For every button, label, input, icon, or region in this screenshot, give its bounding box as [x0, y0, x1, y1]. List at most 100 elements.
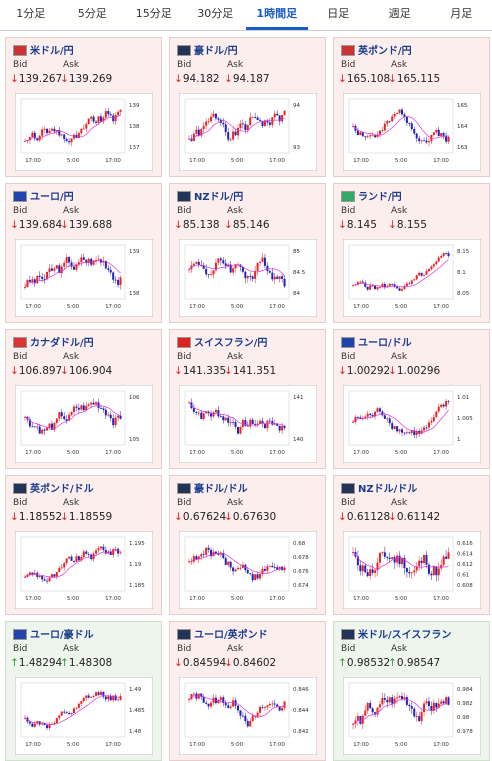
pair-name[interactable]: ランド/円	[358, 188, 402, 203]
candle-body	[249, 276, 251, 277]
candle-body	[107, 415, 109, 416]
bid-label: Bid	[13, 60, 27, 70]
candle-body	[379, 408, 381, 411]
candle-body	[230, 562, 232, 568]
candle-body	[78, 556, 80, 560]
ask-label: Ask	[227, 60, 243, 70]
pair-name[interactable]: 米ドル/スイスフラン	[358, 626, 451, 641]
candle-body	[227, 705, 229, 708]
candle-body	[195, 262, 197, 264]
candle-body	[217, 259, 219, 263]
candle-body	[36, 139, 38, 141]
candle-body	[225, 703, 227, 705]
candle-body	[259, 707, 261, 713]
candle-body	[244, 716, 246, 721]
candle-body	[249, 420, 251, 427]
pair-name[interactable]: ユーロ/ドル	[358, 334, 412, 349]
pair-name[interactable]: ユーロ/英ポンド	[194, 626, 268, 641]
candle-body	[411, 706, 413, 708]
pair-name[interactable]: ユーロ/円	[30, 188, 74, 203]
candle-body	[195, 130, 197, 134]
candle-body	[213, 270, 215, 274]
candle-body	[242, 123, 244, 124]
candle-body	[208, 548, 210, 550]
candle-body	[274, 277, 276, 280]
candle-body	[401, 289, 403, 291]
tab[interactable]: 30分足	[185, 0, 247, 30]
candle-body	[408, 705, 410, 706]
bid-value: ↓1.00292	[338, 365, 390, 377]
x-tick-label: 5:00	[67, 450, 80, 456]
candle-body	[85, 124, 87, 129]
y-tick-label: 0.68	[293, 541, 306, 547]
pair-name[interactable]: 米ドル/円	[30, 42, 74, 57]
pair-name[interactable]: ユーロ/豪ドル	[30, 626, 94, 641]
candle-body	[80, 129, 82, 133]
pair-name[interactable]: 豪ドル/円	[194, 42, 238, 57]
bid-label: Bid	[341, 644, 355, 654]
candle-body	[205, 122, 207, 126]
tab[interactable]: 日足	[308, 0, 370, 30]
candle-body	[237, 706, 239, 711]
candle-body	[31, 133, 33, 137]
tab[interactable]: 1時間足	[246, 0, 308, 30]
bid-value: ↓0.61128	[338, 511, 390, 523]
arrow: ↓	[60, 219, 69, 231]
candle-body	[80, 405, 82, 409]
candle-body	[271, 704, 273, 705]
x-tick-label: 17:00	[105, 158, 121, 164]
pair-name[interactable]: カナダドル/円	[30, 334, 94, 349]
pair-name[interactable]: スイスフラン/円	[194, 334, 267, 349]
candle-body	[63, 712, 65, 713]
pair-name[interactable]: 豪ドル/ドル	[194, 480, 248, 495]
candle-body	[281, 115, 283, 121]
tab[interactable]: 15分足	[123, 0, 185, 30]
candle-body	[107, 111, 109, 114]
candle-body	[381, 698, 383, 704]
x-tick-label: 17:00	[25, 596, 41, 602]
candle-body	[369, 286, 371, 290]
candle-body	[411, 573, 413, 574]
candle-body	[377, 707, 379, 714]
pair-name[interactable]: NZドル/ドル	[358, 480, 417, 495]
candle-body	[193, 556, 195, 561]
tab[interactable]: 週足	[369, 0, 431, 30]
pair-name[interactable]: NZドル/円	[194, 188, 243, 203]
candle-body	[391, 116, 393, 121]
candle-body	[31, 573, 33, 575]
candle-body	[58, 716, 60, 719]
candle-body	[364, 136, 366, 137]
pair-name[interactable]: 英ポンド/ドル	[30, 480, 94, 495]
candle-body	[359, 132, 361, 135]
candle-body	[88, 404, 90, 405]
bid-value: ↓8.145	[338, 219, 377, 231]
tab[interactable]: 5分足	[62, 0, 124, 30]
tab[interactable]: 1分足	[0, 0, 62, 30]
x-tick-label: 17:00	[269, 450, 285, 456]
candle-body	[438, 407, 440, 412]
candle-body	[71, 713, 73, 714]
y-tick-label: 140	[293, 437, 304, 443]
tab[interactable]: 月足	[431, 0, 492, 30]
candle-body	[85, 696, 87, 699]
arrow: ↓	[224, 365, 233, 377]
pair-name[interactable]: 英ポンド/円	[358, 42, 412, 57]
